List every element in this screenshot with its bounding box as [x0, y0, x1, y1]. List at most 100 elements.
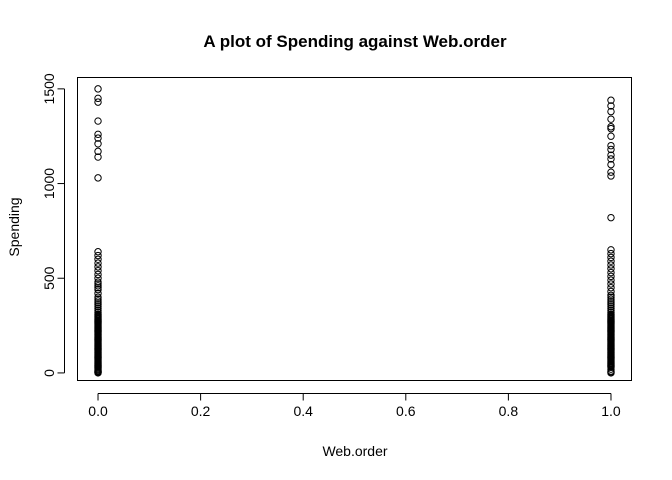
data-point: [607, 362, 615, 370]
data-point: [607, 102, 615, 110]
data-point: [607, 320, 615, 329]
data-point: [94, 134, 102, 142]
data-point: [607, 317, 615, 325]
data-point: [94, 358, 102, 367]
data-point: [607, 349, 615, 357]
data-point: [94, 270, 102, 279]
data-point: [94, 330, 102, 338]
data-point: [607, 319, 615, 327]
data-point: [94, 349, 102, 357]
data-point: [607, 293, 615, 301]
x-tick-label: 0.4: [293, 403, 313, 419]
y-axis: 0 500 1000 1500: [41, 73, 65, 377]
data-point: [607, 280, 615, 288]
y-axis-label: Spending: [6, 197, 22, 256]
data-point: [607, 353, 615, 361]
data-point: [94, 315, 102, 323]
data-point: [607, 246, 615, 254]
data-point: [607, 322, 615, 331]
data-point: [94, 255, 102, 263]
data-point: [94, 317, 102, 325]
data-point: [607, 253, 615, 262]
data-point: [94, 251, 102, 260]
data-point: [607, 287, 615, 296]
data-point: [607, 265, 615, 273]
data-point: [94, 130, 102, 139]
x-tick-label: 0.8: [499, 403, 519, 419]
data-point: [607, 315, 615, 323]
data-point: [607, 141, 615, 150]
data-point: [607, 299, 615, 307]
data-point: [607, 155, 615, 163]
data-point: [94, 313, 102, 321]
data-point: [94, 263, 102, 271]
data-point: [607, 341, 615, 350]
data-point: [607, 295, 615, 303]
data-point: [607, 337, 615, 346]
data-point: [94, 153, 102, 161]
data-point: [94, 368, 102, 377]
data-point: [607, 301, 615, 309]
data-point: [607, 339, 615, 348]
y-tick-label: 1500: [41, 73, 57, 104]
y-tick-label: 1000: [41, 168, 57, 199]
data-point: [94, 337, 102, 346]
data-point: [607, 145, 615, 154]
data-point: [607, 249, 615, 258]
data-point: [607, 347, 615, 355]
data-point: [607, 257, 615, 265]
chart-title: A plot of Spending against Web.order: [203, 32, 507, 51]
data-point: [94, 293, 102, 301]
data-point: [607, 345, 615, 353]
data-point: [94, 140, 102, 148]
data-point: [94, 274, 102, 282]
data-point: [607, 276, 615, 284]
data-point: [607, 343, 615, 352]
data-point: [94, 324, 102, 333]
data-point: [607, 297, 615, 305]
data-point: [94, 98, 102, 106]
data-point: [607, 355, 615, 363]
data-point: [607, 334, 615, 342]
x-tick-label: 0.2: [191, 403, 211, 419]
x-axis: 0.0 0.2 0.4 0.6 0.8 1.0: [88, 393, 621, 419]
data-point: [607, 324, 615, 333]
data-point: [607, 313, 615, 321]
x-axis-label: Web.order: [322, 443, 387, 459]
x-tick-label: 0.6: [396, 403, 416, 419]
x-tick-label: 1.0: [601, 403, 621, 419]
data-point: [94, 319, 102, 327]
data-point: [607, 132, 615, 140]
data-point: [94, 343, 102, 352]
data-point: [607, 123, 615, 131]
data-point: [94, 85, 102, 93]
data-point: [94, 266, 102, 275]
data-point: [94, 334, 102, 342]
data-point: [94, 356, 102, 365]
data-point: [94, 285, 102, 294]
data-point: [607, 326, 615, 335]
data-point: [94, 326, 102, 335]
data-point: [94, 302, 102, 311]
data-point: [607, 272, 615, 281]
data-point: [94, 339, 102, 348]
data-point: [94, 259, 102, 267]
data-point: [94, 341, 102, 350]
data-point: [94, 301, 102, 309]
data-point: [607, 358, 615, 367]
data-point: [94, 299, 102, 307]
data-point: [94, 289, 102, 298]
data-point: [94, 284, 102, 292]
data-point: [94, 174, 102, 182]
data-point: [94, 297, 102, 305]
data-point: [607, 96, 615, 104]
data-point: [94, 351, 102, 359]
data-points: [94, 85, 615, 377]
plot-frame: [77, 77, 632, 381]
data-point: [607, 268, 615, 277]
data-point: [607, 213, 615, 222]
data-point: [607, 311, 615, 319]
data-point: [607, 172, 615, 180]
x-tick-label: 0.0: [88, 403, 108, 419]
data-point: [607, 356, 615, 365]
